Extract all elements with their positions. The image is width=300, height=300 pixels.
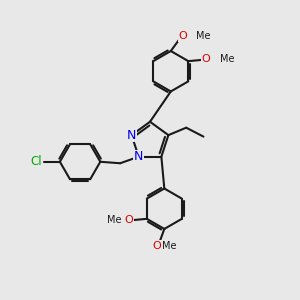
Text: O: O <box>178 31 187 41</box>
Text: N: N <box>134 150 143 163</box>
Text: Me: Me <box>196 31 211 41</box>
Text: O: O <box>124 215 134 225</box>
Text: Me: Me <box>107 215 122 225</box>
Text: O: O <box>152 241 161 251</box>
Text: Me: Me <box>220 54 234 64</box>
Text: N: N <box>127 129 136 142</box>
Text: Me: Me <box>162 241 177 251</box>
Text: Cl: Cl <box>30 155 42 168</box>
Text: O: O <box>202 54 211 64</box>
